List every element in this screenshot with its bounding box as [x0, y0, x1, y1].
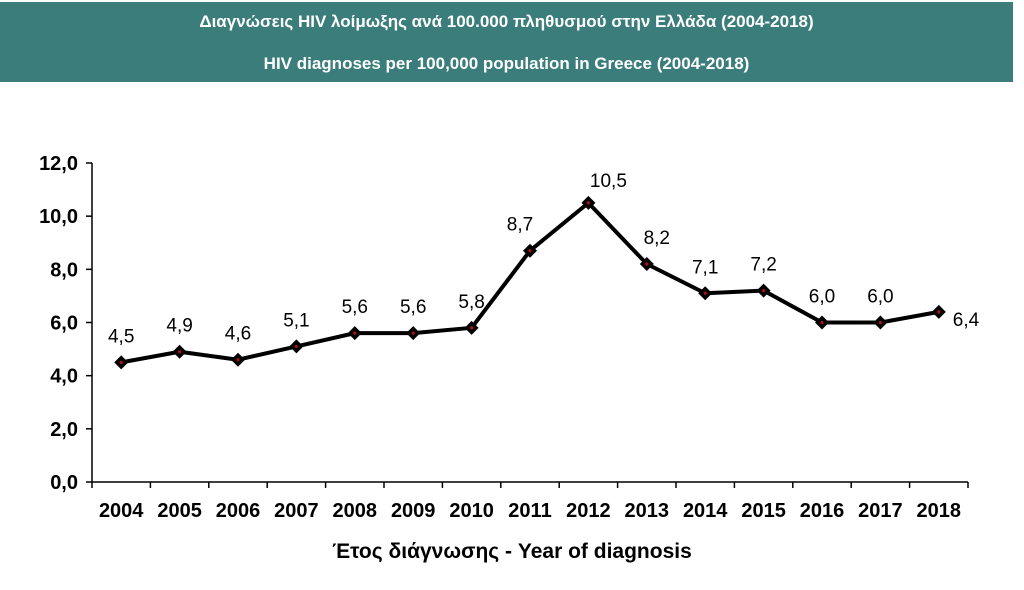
data-label: 7,1 — [692, 257, 718, 278]
y-tick-label: 10,0 — [39, 206, 78, 228]
data-point-center — [178, 350, 182, 354]
y-tick-label: 8,0 — [50, 259, 78, 281]
data-label: 5,6 — [400, 297, 426, 318]
data-label: 6,0 — [809, 287, 835, 308]
data-label: 4,9 — [166, 316, 192, 337]
x-tick-label: 2017 — [858, 500, 903, 522]
y-tick-label: 0,0 — [50, 472, 78, 494]
data-label: 5,6 — [342, 297, 368, 318]
x-tick-label: 2006 — [216, 500, 261, 522]
x-tick-label: 2005 — [157, 500, 202, 522]
y-tick-label: 6,0 — [50, 313, 78, 335]
x-tick-label: 2018 — [917, 500, 962, 522]
data-label: 5,8 — [458, 292, 484, 313]
data-point-center — [645, 262, 649, 266]
data-label: 6,4 — [953, 310, 980, 331]
data-label: 5,1 — [283, 310, 309, 331]
data-point-center — [820, 320, 824, 325]
data-label: 4,5 — [108, 326, 134, 347]
data-label: 8,2 — [644, 228, 670, 249]
x-axis: 2004 2005 2006 2007 2008 2009 2010 2011 2012 2013… — [91, 481, 969, 522]
x-axis-title: Έτος διάγνωσης - Year of diagnosis — [332, 540, 692, 563]
x-tick-label: 2008 — [333, 500, 378, 522]
x-tick-label: 2014 — [683, 500, 728, 522]
data-label: 10,5 — [590, 171, 627, 192]
data-point-center — [119, 360, 123, 364]
data-point-center — [353, 331, 357, 335]
data-point-center — [294, 344, 298, 349]
data-point-center — [703, 291, 707, 295]
x-tick-label: 2004 — [99, 500, 144, 522]
data-point-center — [878, 320, 883, 325]
data-point-center — [528, 249, 532, 253]
data-point-center — [586, 201, 591, 205]
x-tick-label: 2010 — [449, 500, 494, 522]
x-tick-label: 2009 — [391, 500, 436, 522]
y-tick-label: 4,0 — [50, 366, 78, 388]
data-point-center — [470, 326, 474, 330]
data-point-center — [762, 289, 766, 293]
data-point-center — [236, 358, 240, 362]
x-tick-label: 2011 — [508, 500, 551, 522]
x-tick-label: 2007 — [274, 500, 319, 522]
title-banner: Διαγνώσεις HIV λοίμωξης ανά 100.000 πληθ… — [0, 2, 1013, 82]
data-label: 8,7 — [507, 215, 533, 236]
chart-title-greek: Διαγνώσεις HIV λοίμωξης ανά 100.000 πληθ… — [199, 12, 814, 31]
data-point-center — [937, 310, 941, 314]
x-tick-label: 2015 — [741, 500, 786, 522]
data-label: 7,2 — [750, 255, 776, 276]
data-labels: 4,5 4,9 4,6 5,1 5,6 5,6 5,8 8,7 10,5 8,2 7,1 7,2 6,0… — [108, 171, 980, 348]
chart-title-english: HIV diagnoses per 100,000 population in … — [263, 54, 750, 73]
x-tick-label: 2013 — [625, 500, 670, 522]
x-tick-label: 2016 — [800, 500, 845, 522]
y-tick-label: 12,0 — [39, 153, 78, 175]
data-label: 6,0 — [867, 287, 893, 308]
data-points — [114, 195, 946, 370]
y-axis: 0,0 2,0 4,0 6,0 8,0 10,0 12,0 — [39, 153, 93, 494]
y-tick-label: 2,0 — [50, 419, 78, 441]
data-point-center — [411, 331, 415, 335]
data-label: 4,6 — [225, 324, 251, 345]
x-tick-label: 2012 — [566, 500, 611, 522]
